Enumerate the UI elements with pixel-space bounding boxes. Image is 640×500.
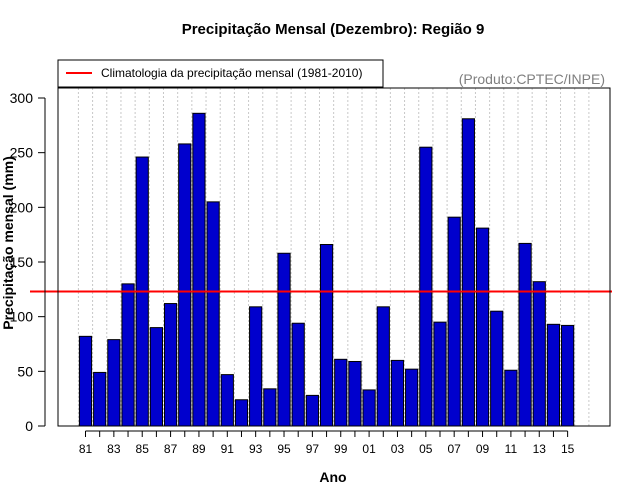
y-tick-label: 50 [17,363,33,379]
bar-03 [390,359,405,427]
y-axis-label: Precipitação mensal (mm) [0,156,16,330]
bar-08 [461,118,475,427]
bar-81 [78,335,93,427]
bar-86 [149,327,164,427]
bar-01 [362,389,376,427]
x-tick-label: 15 [561,442,575,456]
bar-84 [121,283,135,427]
bar-07 [447,216,461,427]
bar-93 [249,306,263,427]
x-tick-label: 03 [391,442,405,456]
y-axis: 0 50 100 150 200 250 300 [10,90,46,434]
plot-frame [57,87,611,427]
x-tick-label: 13 [533,442,547,456]
y-tick-label: 200 [10,199,34,215]
bar-94 [263,388,277,427]
bar-15 [561,324,575,427]
bar-95 [277,252,291,427]
y-tick-label: 0 [25,418,33,434]
x-tick-label: 99 [334,442,348,456]
bar-88 [178,143,192,427]
x-tick-label: 05 [419,442,433,456]
bar-00 [348,360,362,427]
x-tick-label: 11 [505,442,518,456]
bar-83 [107,339,121,427]
legend-box [57,59,384,88]
y-tick-label: 250 [10,145,34,161]
x-tick-label: 81 [79,442,93,456]
bar-97 [305,394,319,427]
bar-87 [163,303,178,427]
x-axis: 81 83 85 87 89 91 93 95 97 99 01 03 05 07 09 11 13 15 [79,430,575,456]
x-tick-label: 09 [476,442,490,456]
bar-05 [419,146,433,427]
vertical-gridlines [77,88,590,426]
bar-82 [93,371,107,427]
bar-09 [475,227,490,427]
legend: Climatologia da precipitação mensal (198… [57,59,384,88]
x-tick-label: 91 [221,442,235,456]
y-tick-label: 100 [10,309,34,325]
x-tick-label: 87 [164,442,178,456]
credit-text: (Produto:CPTEC/INPE) [459,71,605,87]
x-axis-label: Ano [319,469,346,485]
chart-title: Precipitação Mensal (Dezembro): Região 9 [182,21,485,38]
bar-11 [504,369,518,427]
bar-91 [220,374,234,427]
bar-04 [405,368,419,427]
x-tick-label: 83 [107,442,121,456]
bar-90 [206,201,220,427]
bar-02 [376,306,390,427]
bar-13 [532,281,546,427]
x-tick-label: 89 [192,442,206,456]
bar-series [78,112,575,427]
bar-12 [518,242,532,427]
bar-14 [546,323,561,427]
x-tick-label: 01 [362,442,376,456]
x-tick-label: 85 [136,442,150,456]
y-tick-label: 150 [10,254,34,270]
bar-89 [192,112,206,427]
bar-92 [234,399,249,427]
y-tick-label: 300 [10,90,34,106]
legend-label: Climatologia da precipitação mensal (198… [101,66,362,80]
x-tick-label: 93 [249,442,263,456]
x-tick-label: 07 [448,442,462,456]
bar-06 [433,321,447,427]
x-tick-label: 97 [306,442,320,456]
bar-98 [319,244,334,427]
x-tick-label: 95 [277,442,291,456]
bar-10 [490,310,504,427]
bar-96 [291,322,305,427]
bar-99 [334,358,348,427]
